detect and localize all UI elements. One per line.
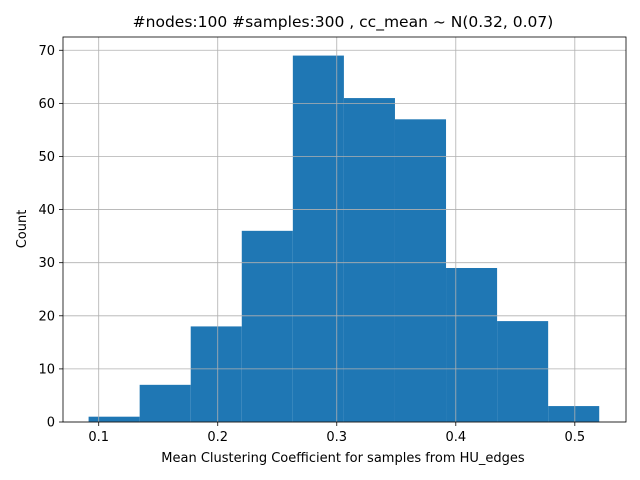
histogram-bar: [241, 230, 293, 422]
histogram-bar: [548, 406, 600, 422]
plot-frame: [62, 36, 627, 423]
histogram-bar: [394, 119, 447, 422]
histogram-bar: [497, 321, 549, 422]
x-tick-label: 0.2: [207, 430, 228, 445]
histogram-bar: [139, 384, 191, 422]
histogram-bars: [88, 55, 600, 422]
y-tick-label: 50: [38, 150, 55, 165]
y-tick-label: 60: [38, 97, 55, 112]
y-tick-label: 20: [38, 309, 55, 324]
x-tick-label: 0.1: [88, 430, 109, 445]
histogram-bar: [88, 416, 140, 422]
y-tick-label: 0: [47, 416, 55, 431]
histogram-bar: [343, 98, 395, 422]
x-tick-label: 0.4: [445, 430, 466, 445]
histogram-bar: [190, 326, 242, 422]
y-tick-label: 70: [38, 44, 55, 59]
y-axis-label: Count: [15, 210, 30, 249]
x-tick-label: 0.3: [326, 430, 347, 445]
y-tick-label: 10: [38, 362, 55, 377]
x-tick-label: 0.5: [564, 430, 585, 445]
y-tick-label: 30: [38, 256, 55, 271]
tick-labels: 0.1 0.2 0.3 0.4 0.5 0 10 20 30 40 50 60 70: [38, 44, 585, 445]
histogram-bar: [446, 268, 498, 422]
histogram-bar: [292, 55, 344, 422]
x-axis-label: Mean Clustering Coefficient for samples …: [161, 451, 525, 466]
axes: [62, 36, 627, 423]
chart-title: #nodes:100 #samples:300 , cc_mean ~ N(0.…: [133, 13, 554, 32]
y-tick-label: 40: [38, 203, 55, 218]
